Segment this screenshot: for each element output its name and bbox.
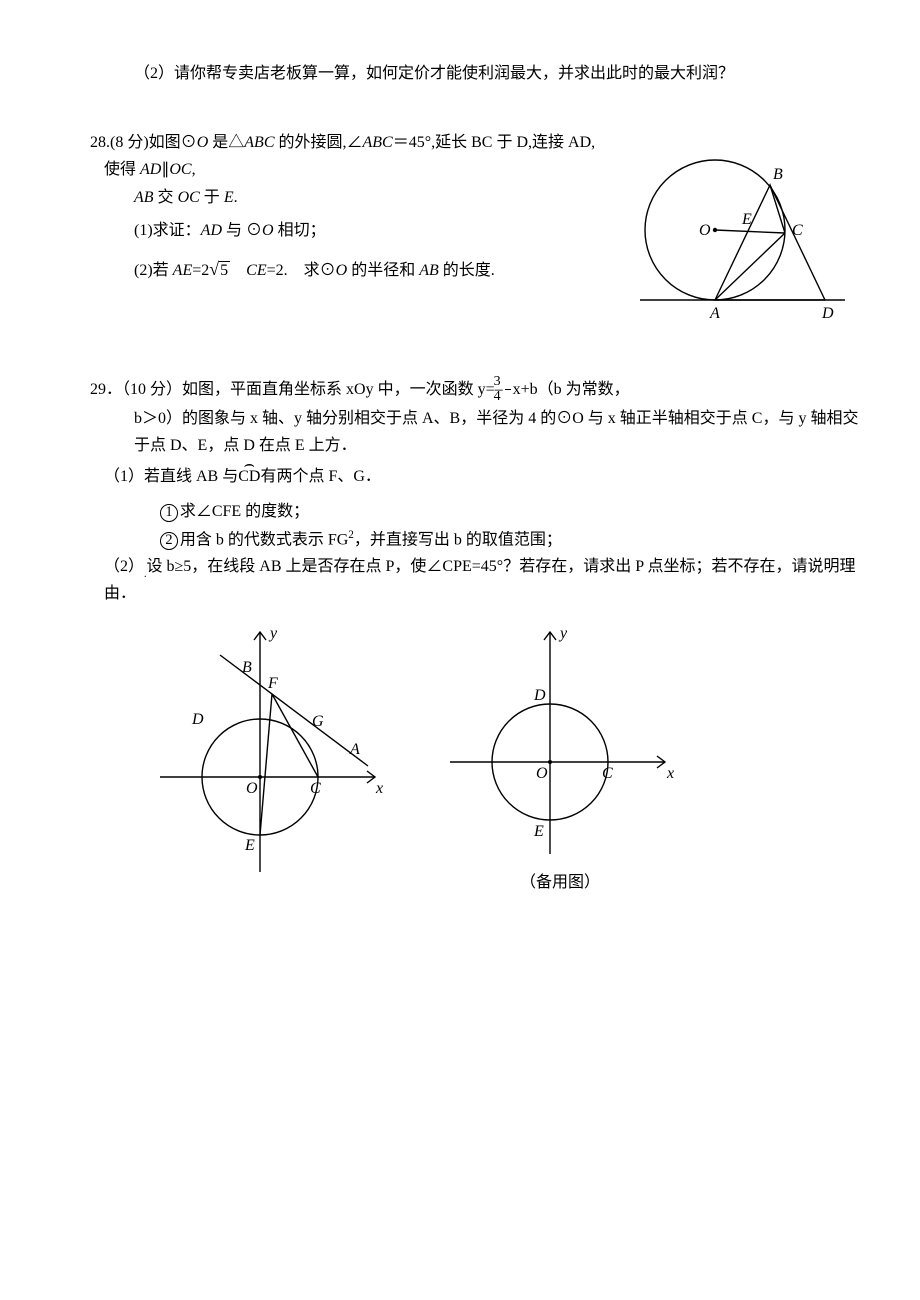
q28-s1c: 与 ⊙ <box>222 222 262 239</box>
q28-s2b: AE <box>173 262 193 279</box>
q29f2-E: E <box>533 823 544 840</box>
q28-O: O <box>197 134 209 151</box>
q28-gap <box>230 262 246 279</box>
q28-l2c: OC <box>178 189 200 206</box>
q28-s1d: O <box>262 222 274 239</box>
q29-pts: （10 分） <box>122 380 182 397</box>
q28-t2: 是△ <box>208 134 244 151</box>
q29-l2: b＞0）的图象与 x 轴、y 轴分别相交于点 A、B，半径为 4 的⊙O 与 x… <box>134 410 858 454</box>
q29-s1: （1）若直线 AB 与 <box>104 468 238 485</box>
q28-lblO: O <box>699 222 711 239</box>
q29-t1: 如图，平面直角坐标系 xOy 中，一次函数 y=– <box>182 380 503 397</box>
q28-s2a: (2)若 <box>134 262 173 279</box>
q29-fd: 4 <box>505 390 511 405</box>
q29-s2a: （2） <box>104 558 144 575</box>
q29-sub1-1: 1求∠CFE 的度数； <box>90 498 860 525</box>
q29f2-y: y <box>558 625 568 642</box>
q29-arc: CD <box>238 468 260 485</box>
q28-ABC2: ABC <box>363 134 393 151</box>
q29f1-E: E <box>244 837 255 854</box>
q28-lblE: E <box>741 211 752 228</box>
q29-s2b: 设 b≥5，在线段 AB 上是否存在点 P，使∠CPE=45°？若存在，请求出 … <box>104 558 856 602</box>
q28-lblD: D <box>821 305 834 322</box>
q29f2-C: C <box>602 765 613 782</box>
q29-dot: . <box>144 569 147 580</box>
arc-icon: CD <box>238 463 260 490</box>
q29-sub2: （2）.设 b≥5，在线段 AB 上是否存在点 P，使∠CPE=45°？若存在，… <box>90 553 860 607</box>
q29f2-D: D <box>533 687 546 704</box>
q28-l2d: 于 <box>200 189 224 206</box>
q28-svg: O E B C A D <box>620 135 850 335</box>
q28-s1b: AD <box>201 222 222 239</box>
q28-sqrt5: 5 <box>219 261 230 279</box>
q28-s1e: 相切； <box>274 222 326 239</box>
q29-c2t2: ，并直接写出 b 的取值范围； <box>354 531 562 548</box>
q28-OC: OC <box>169 161 191 178</box>
q27-sub2-text: （2）请你帮专卖店老板算一算，如何定价才能使利润最大，并求出此时的最大利润？ <box>134 65 734 82</box>
q28-num: 28. <box>90 134 110 151</box>
q28-l2a: AB <box>134 189 154 206</box>
q29f1-B: B <box>242 659 252 676</box>
q28-lblA: A <box>709 305 720 322</box>
q28-ABC1: ABC <box>244 134 274 151</box>
q29-c2t: 用含 b 的代数式表示 FG <box>180 531 348 548</box>
q29f2-O: O <box>536 765 548 782</box>
q29f1-A: A <box>349 741 360 758</box>
q28-s1a: (1)求证： <box>134 222 201 239</box>
q28-s2g: 的半径和 <box>347 262 419 279</box>
q29: 29．（10 分）如图，平面直角坐标系 xOy 中，一次函数 y=–34x+b（… <box>90 375 860 896</box>
q28-l2b: 交 <box>154 189 178 206</box>
q28-AD: AD <box>140 161 161 178</box>
q28-s2e: =2. 求⊙ <box>267 262 336 279</box>
q28-s2f: O <box>336 262 348 279</box>
q29-stem: 29．（10 分）如图，平面直角坐标系 xOy 中，一次函数 y=–34x+b（… <box>90 375 860 405</box>
q27-sub2: （2）请你帮专卖店老板算一算，如何定价才能使利润最大，并求出此时的最大利润？ <box>90 60 860 87</box>
q29f1-C: C <box>310 780 321 797</box>
q29f1-O: O <box>246 780 258 797</box>
q28-comma: , <box>192 161 196 178</box>
q29-s1b: 有两个点 F、G． <box>260 468 380 485</box>
q28-s2c: =2 <box>192 262 209 279</box>
q28-lblC: C <box>792 222 803 239</box>
sqrt-icon: 5 <box>209 254 230 285</box>
q29-sub1-2: 2用含 b 的代数式表示 FG2，并直接写出 b 的取值范围； <box>90 526 860 554</box>
q29-backup-label: （备用图） <box>440 869 680 896</box>
q28-s2i: 的长度. <box>439 262 495 279</box>
q28-lblB: B <box>773 166 783 183</box>
q29f1-D: D <box>191 711 204 728</box>
q29-fig2-wrap: O x y C D E （备用图） <box>440 622 680 896</box>
q29-t2: x+b（b 为常数， <box>513 380 630 397</box>
fraction-icon: 34 <box>505 375 511 405</box>
q28-t1: 如图⊙ <box>149 134 197 151</box>
q29f1-F: F <box>267 675 278 692</box>
q28-figure: O E B C A D <box>620 135 850 344</box>
circled-1-icon: 1 <box>160 504 178 522</box>
q28-s2h: AB <box>419 262 439 279</box>
q29-fig2: O x y C D E <box>440 622 680 860</box>
q29f2-x: x <box>666 765 674 782</box>
circled-2-icon: 2 <box>160 532 178 550</box>
q29f1-y: y <box>268 625 278 642</box>
q28-l2f: . <box>234 189 238 206</box>
q28-l2e: E <box>224 189 234 206</box>
q29-fig1: O x y B A C D E F G <box>150 622 390 882</box>
q29-sub1: （1）若直线 AB 与CD有两个点 F、G． <box>90 463 860 490</box>
q29-line2: b＞0）的图象与 x 轴、y 轴分别相交于点 A、B，半径为 4 的⊙O 与 x… <box>90 405 860 459</box>
q29-fn: 3 <box>505 375 511 391</box>
q28-s2d: CE <box>246 262 266 279</box>
q29-c1t: 求∠CFE 的度数； <box>180 503 309 520</box>
q29-figures: O x y B A C D E F G <box>90 622 860 896</box>
q29f1-x: x <box>375 780 383 797</box>
q28: 28.(8 分)如图⊙O 是△ABC 的外接圆,∠ABC＝45°,延长 BC 于… <box>90 129 860 284</box>
q29f1-G: G <box>312 713 324 730</box>
q29-num: 29． <box>90 380 122 397</box>
q28-t3: 的外接圆,∠ <box>274 134 362 151</box>
q28-pts: (8 分) <box>110 134 149 151</box>
